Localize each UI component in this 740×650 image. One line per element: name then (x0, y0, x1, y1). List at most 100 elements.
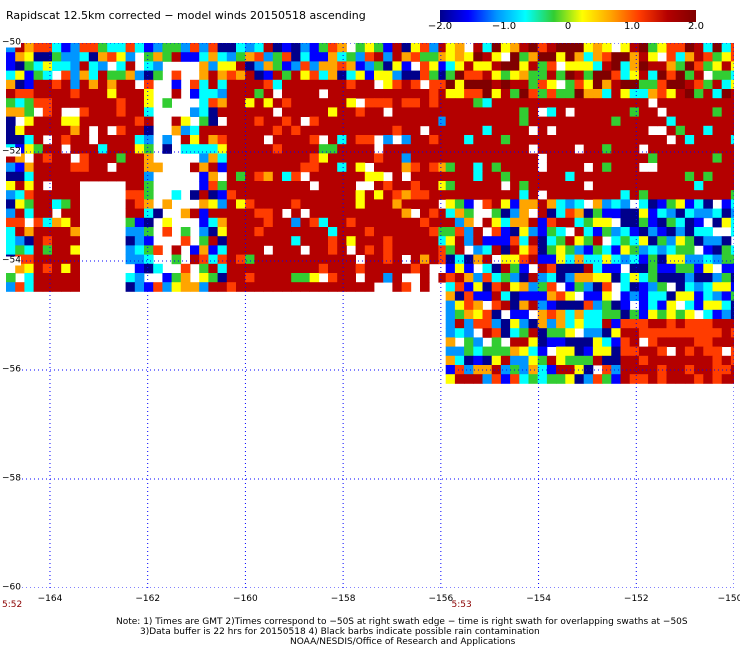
wind-cell (208, 61, 218, 71)
wind-cell (602, 282, 612, 292)
wind-cell (546, 171, 557, 182)
wind-cell (592, 135, 603, 145)
wind-cell (245, 144, 255, 154)
wind-cell (565, 199, 575, 209)
wind-cell (648, 328, 658, 338)
wind-cell (374, 61, 384, 71)
wind-cell (602, 217, 612, 228)
wind-cell (291, 89, 301, 99)
wind-cell (328, 89, 338, 99)
wind-cell (583, 52, 594, 62)
wind-cell (445, 273, 456, 283)
wind-cell (657, 144, 667, 154)
wind-cell (346, 190, 356, 200)
wind-cell (33, 227, 44, 237)
wind-cell (355, 245, 366, 255)
wind-cell (245, 227, 255, 237)
wind-cell (199, 116, 209, 127)
wind-cell (712, 355, 723, 366)
wind-cell (684, 254, 695, 265)
wind-cell (383, 125, 393, 136)
wind-cell (217, 227, 228, 237)
wind-cell (730, 208, 734, 219)
wind-cell (546, 98, 557, 108)
wind-cell (675, 61, 686, 71)
wind-cell (703, 144, 713, 154)
wind-cell (355, 171, 366, 182)
wind-cell (491, 208, 502, 219)
wind-cell (61, 208, 71, 219)
wind-cell (125, 79, 136, 90)
wind-cell (703, 300, 713, 311)
wind-cell (190, 245, 200, 255)
wind-cell (620, 135, 631, 145)
wind-cell (537, 181, 548, 191)
wind-cell (245, 98, 255, 108)
wind-cell (675, 98, 686, 108)
wind-cell (272, 70, 283, 81)
wind-cell (528, 374, 539, 384)
wind-cell (500, 263, 511, 274)
wind-cell (15, 43, 25, 53)
wind-cell (346, 52, 356, 62)
wind-cell (134, 116, 145, 127)
wind-cell (309, 254, 320, 265)
wind-cell (392, 107, 402, 117)
wind-cell (226, 125, 237, 136)
wind-cell (528, 291, 539, 301)
wind-cell (510, 208, 520, 219)
wind-cell (42, 70, 53, 81)
wind-cell (675, 89, 686, 99)
wind-cell (364, 273, 375, 283)
wind-cell (592, 254, 603, 265)
wind-cell (620, 116, 631, 127)
wind-cell (528, 337, 539, 347)
wind-cell (445, 291, 456, 301)
wind-cell (33, 61, 44, 71)
wind-cell (226, 52, 237, 62)
wind-cell (364, 199, 375, 209)
wind-cell (638, 217, 649, 228)
wind-cell (648, 236, 658, 246)
wind-cell (420, 70, 430, 81)
wind-cell (546, 236, 557, 246)
wind-cell (217, 52, 228, 62)
wind-cell (24, 70, 34, 81)
wind-cell (445, 245, 456, 255)
wind-cell (638, 374, 649, 384)
wind-cell (374, 98, 384, 108)
wind-cell (482, 135, 493, 145)
wind-cell (199, 273, 209, 283)
wind-cell (346, 70, 356, 81)
wind-cell (208, 162, 218, 173)
wind-cell (491, 346, 502, 357)
wind-cell (374, 43, 384, 53)
wind-cell (546, 52, 557, 62)
wind-cell (703, 337, 713, 347)
wind-cell (6, 107, 16, 117)
wind-cell (15, 190, 25, 200)
wind-cell (500, 291, 511, 301)
wind-cell (611, 162, 621, 173)
wind-cell (445, 181, 456, 191)
swath-time-label: 5:52 (2, 600, 23, 610)
wind-cell (383, 181, 393, 191)
wind-cell (328, 208, 338, 219)
wind-cell (309, 61, 320, 71)
wind-cell (291, 144, 301, 154)
wind-cell (528, 273, 539, 283)
wind-cell (88, 79, 99, 90)
wind-cell (491, 319, 502, 329)
wind-cell (328, 227, 338, 237)
wind-cell (445, 374, 456, 384)
wind-cell (263, 254, 274, 265)
wind-cell (300, 273, 310, 283)
wind-cell (420, 282, 430, 292)
wind-cell (24, 89, 34, 99)
wind-cell (638, 70, 649, 81)
wind-cell (464, 236, 474, 246)
wind-cell (574, 273, 585, 283)
wind-cell (491, 337, 502, 347)
wind-cell (464, 328, 474, 338)
wind-cell (464, 107, 474, 117)
